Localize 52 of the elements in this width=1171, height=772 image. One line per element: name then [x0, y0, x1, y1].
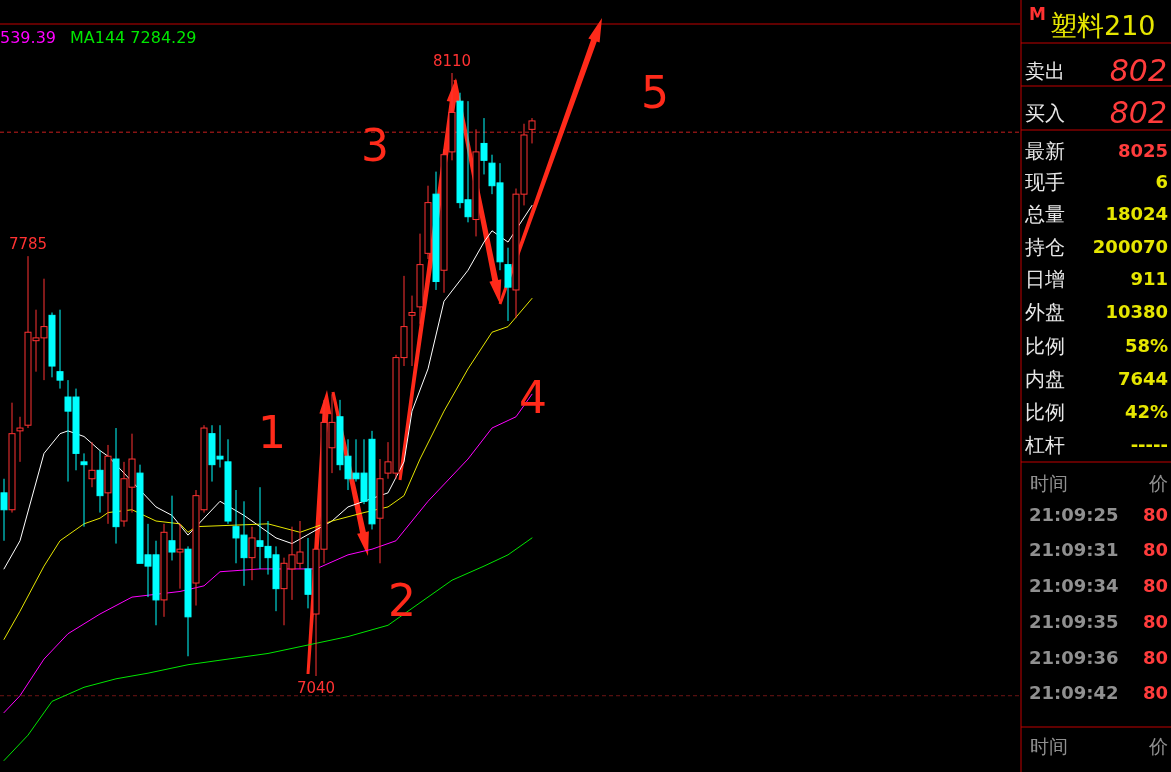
text: 80: [1142, 647, 1168, 668]
text: 7644: [1117, 368, 1168, 389]
text: 总量: [1024, 202, 1065, 226]
text: 卖出: [1025, 59, 1065, 83]
text: 杠杆: [1024, 433, 1065, 457]
annotation: 1: [258, 407, 286, 458]
text: 持仓: [1025, 235, 1065, 259]
text: 802: [1109, 53, 1167, 88]
text: M: [1029, 4, 1046, 24]
text: 80: [1142, 682, 1168, 703]
text: 21:09:36: [1029, 647, 1119, 668]
text: 价: [1148, 472, 1168, 494]
text: -----: [1130, 434, 1168, 455]
annotation: 7785: [8, 235, 48, 254]
annotation: 3: [361, 120, 389, 171]
text: 6: [1155, 171, 1168, 192]
text: 价: [1148, 735, 1168, 757]
text: 8025: [1117, 140, 1168, 161]
text: 58%: [1124, 335, 1168, 356]
text: 80: [1142, 575, 1168, 596]
text: MA144 7284.29: [69, 28, 197, 47]
text: 80: [1142, 539, 1168, 560]
text: 200070: [1092, 236, 1168, 257]
text: 21:09:35: [1029, 611, 1119, 632]
text: 时间: [1030, 472, 1068, 494]
text: 80: [1142, 611, 1168, 632]
text: 塑料210: [1050, 10, 1156, 41]
annotation: 8110: [432, 52, 472, 70]
text: 911: [1130, 268, 1168, 289]
text: 21:09:42: [1029, 682, 1119, 703]
text: 18024: [1105, 203, 1168, 224]
text: 802: [1109, 95, 1167, 130]
text: 42%: [1124, 401, 1168, 422]
text: 外盘: [1025, 300, 1065, 324]
text: 21:09:34: [1029, 575, 1119, 596]
annotation: 2: [388, 575, 416, 626]
text: 5: [641, 67, 669, 118]
annotation: 7040: [296, 679, 336, 697]
text: 比例: [1025, 400, 1065, 424]
text: 21:09:31: [1029, 539, 1119, 560]
text: 比例: [1025, 334, 1065, 358]
text: 539.39: [0, 28, 56, 47]
text: 10380: [1105, 301, 1168, 322]
text: 现手: [1025, 170, 1065, 194]
text: 日增: [1025, 267, 1065, 291]
text: 21:09:25: [1029, 504, 1119, 525]
text: 最新: [1025, 139, 1065, 163]
text: 时间: [1030, 735, 1068, 757]
text: 买入: [1025, 101, 1065, 125]
annotation: 4: [519, 372, 547, 423]
text: 80: [1142, 504, 1168, 525]
text: 内盘: [1025, 367, 1065, 391]
